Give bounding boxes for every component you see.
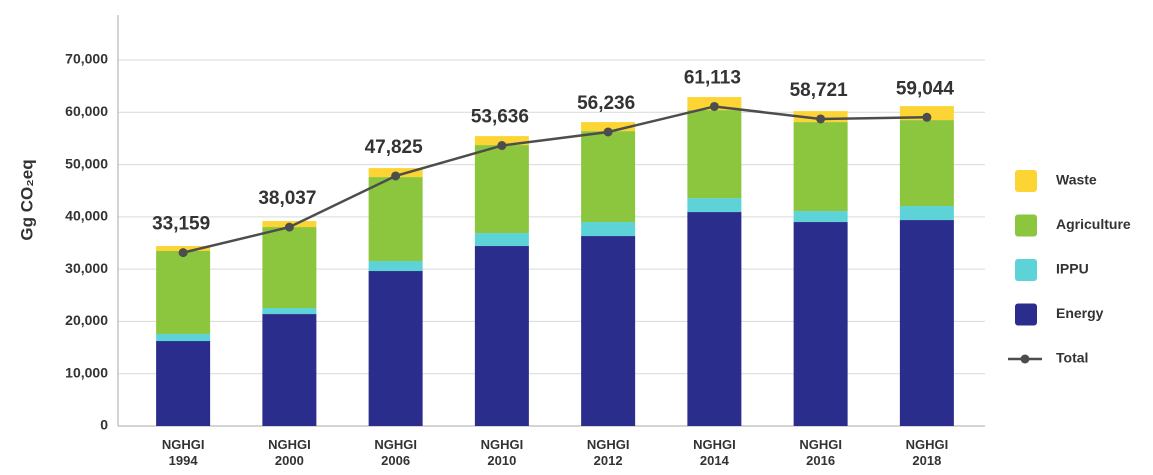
y-tick-label: 70,000	[65, 51, 108, 67]
y-tick-label: 0	[100, 417, 108, 433]
legend-label: Energy	[1056, 305, 1104, 321]
total-point	[391, 171, 401, 181]
x-tick-label: NGHGI 2012	[586, 437, 630, 468]
x-tick-label: NGHGI 2014	[693, 437, 736, 468]
bar-segment	[793, 222, 848, 426]
legend-label: Total	[1056, 350, 1088, 366]
bar-segment	[156, 333, 211, 342]
bar-segment	[687, 212, 742, 426]
bar-segment	[581, 236, 636, 426]
legend-label: IPPU	[1056, 261, 1089, 277]
bar-segment	[368, 271, 423, 426]
bar-segment	[474, 145, 529, 234]
legend-swatch	[1015, 170, 1037, 192]
bar-segment	[474, 233, 529, 247]
legend-label: Agriculture	[1056, 216, 1131, 232]
data-label: 47,825	[365, 137, 424, 158]
y-tick-label: 60,000	[65, 103, 108, 119]
legend-swatch	[1015, 259, 1037, 281]
legend-swatch	[1015, 214, 1037, 237]
y-tick-label: 10,000	[65, 364, 108, 380]
x-tick-label: NGHGI 2018	[905, 437, 949, 468]
bar-segment	[687, 198, 742, 213]
bar-segment	[474, 246, 529, 426]
bar-segment	[581, 131, 636, 223]
data-label: 38,037	[258, 188, 316, 209]
data-label: 33,159	[152, 214, 210, 235]
bar-segment	[899, 220, 954, 426]
bar-segment	[899, 120, 954, 207]
total-point	[816, 114, 826, 124]
y-tick-label: 30,000	[65, 260, 108, 276]
bar-segment	[262, 227, 317, 309]
bar-segment	[793, 122, 848, 212]
bar-segment	[368, 261, 423, 272]
total-point	[922, 112, 932, 122]
total-line	[182, 105, 927, 254]
bar-segment	[262, 308, 317, 315]
legend-label: Waste	[1056, 172, 1097, 188]
bar-segment	[262, 314, 317, 426]
x-tick-label: NGHGI 2006	[374, 437, 417, 468]
y-tick-label: 50,000	[65, 155, 108, 171]
total-point	[284, 222, 294, 232]
y-tick-label: 40,000	[65, 208, 108, 224]
bar-segment	[581, 222, 636, 237]
x-tick-label: NGHGI 1994	[161, 437, 205, 468]
bar-segment	[793, 211, 848, 223]
data-label: 53,636	[471, 107, 529, 128]
bar-segment	[368, 177, 423, 262]
bar-segment	[687, 110, 742, 199]
y-axis-label: Gg CO₂eq	[17, 159, 36, 240]
legend-point	[1020, 354, 1030, 364]
bar-segment	[156, 250, 211, 334]
total-point	[603, 127, 613, 137]
x-tick-label: NGHGI 2000	[268, 437, 311, 468]
total-point	[178, 248, 188, 258]
legend-swatch	[1015, 303, 1037, 326]
data-label: 61,113	[684, 67, 741, 88]
y-tick-label: 20,000	[65, 312, 108, 328]
data-label: 58,721	[790, 80, 849, 101]
total-point	[709, 101, 719, 111]
bar-segment	[899, 206, 954, 221]
bar-segment	[156, 341, 211, 426]
x-tick-label: NGHGI 2016	[799, 437, 842, 468]
total-point	[497, 141, 507, 151]
data-label: 56,236	[577, 93, 635, 114]
bar-segment	[581, 122, 636, 132]
data-label: 59,044	[896, 78, 955, 99]
x-tick-label: NGHGI 2010	[480, 437, 524, 468]
bar-segment	[474, 136, 529, 146]
